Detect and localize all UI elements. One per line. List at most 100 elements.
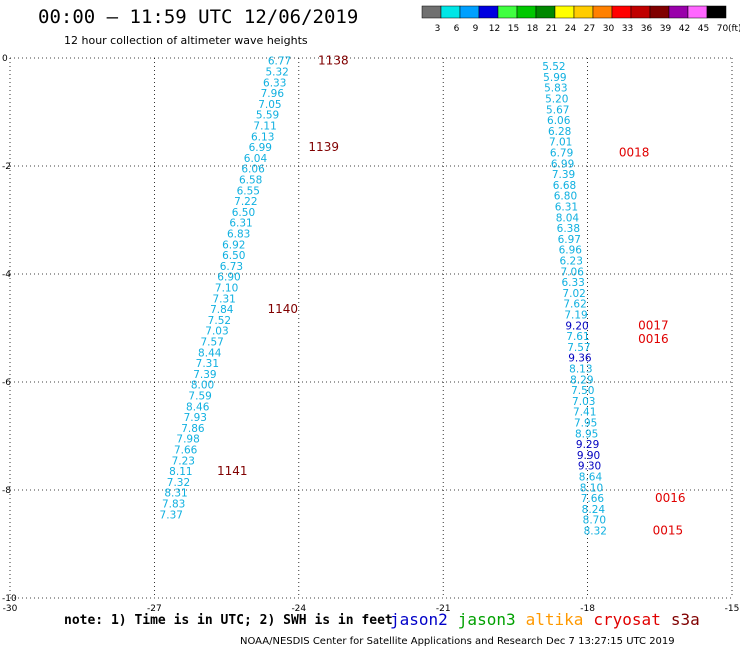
swh-value-label: 7.61: [566, 331, 589, 343]
satellite-legend-entry: cryosat: [593, 610, 661, 629]
legend-swatch: [478, 5, 499, 19]
swh-value-label: 7.06: [561, 266, 585, 278]
swh-value-label: 8.31: [164, 488, 187, 500]
swh-value-label: 9.30: [578, 461, 601, 473]
swh-value-label: 6.04: [244, 153, 268, 165]
time-label: 0015: [653, 524, 684, 538]
swh-value-label: 8.95: [575, 428, 598, 440]
legend-unit: (ft): [728, 24, 740, 34]
swh-value-label: 8.29: [570, 374, 593, 386]
legend-value: 3: [435, 24, 441, 34]
swh-value-label: 9.36: [568, 353, 592, 365]
swh-value-label: 6.28: [548, 126, 571, 138]
swh-value-label: 6.83: [227, 229, 250, 241]
swh-value-label: 7.84: [210, 304, 234, 316]
swh-value-label: 6.06: [241, 164, 265, 176]
legend-value: 21: [546, 24, 557, 34]
swh-value-label: 7.11: [253, 121, 276, 133]
legend-value: 30: [603, 24, 615, 34]
swh-value-label: 7.39: [193, 369, 216, 381]
time-label: 1138: [318, 54, 349, 68]
swh-value-label: 8.10: [580, 482, 603, 494]
y-tick-label: -4: [2, 270, 11, 280]
swh-value-label: 7.93: [184, 412, 207, 424]
swh-value-label: 8.44: [198, 347, 222, 359]
swh-value-label: 7.05: [258, 99, 281, 111]
legend-swatch: [592, 5, 613, 19]
swh-value-label: 6.77: [268, 56, 291, 68]
legend-swatch: [516, 5, 537, 19]
swh-value-label: 8.00: [191, 380, 214, 392]
swh-value-label: 7.66: [581, 493, 605, 505]
swh-value-label: 7.31: [212, 293, 235, 305]
legend-swatch: [611, 5, 632, 19]
swh-value-label: 9.90: [577, 450, 600, 462]
legend-swatch: [573, 5, 594, 19]
swh-value-label: 6.99: [249, 142, 272, 154]
swh-value-label: 7.03: [572, 396, 595, 408]
legend-swatch: [497, 5, 518, 19]
swh-value-label: 6.33: [561, 277, 584, 289]
swh-value-label: 5.99: [543, 72, 566, 84]
y-tick-label: -10: [2, 594, 17, 604]
satellite-legend-entry: jason2: [390, 610, 448, 629]
legend-swatch: [630, 5, 651, 19]
swh-value-label: 7.57: [200, 337, 223, 349]
swh-value-label: 7.57: [567, 342, 590, 354]
swh-value-label: 7.86: [181, 423, 205, 435]
swh-value-label: 7.52: [208, 315, 231, 327]
y-tick-label: -8: [2, 486, 11, 496]
swh-value-label: 7.10: [215, 283, 238, 295]
swh-value-label: 7.41: [573, 407, 596, 419]
chart-title: 00:00 – 11:59 UTC 12/06/2019: [38, 6, 359, 28]
satellite-legend-entry: altika: [525, 610, 584, 629]
swh-value-label: 6.90: [217, 272, 240, 284]
legend-swatch: [554, 5, 575, 19]
time-label: 1140: [268, 302, 299, 316]
swh-value-label: 7.22: [234, 196, 257, 208]
swh-value-label: 6.50: [222, 250, 245, 262]
swh-value-label: 5.52: [542, 61, 565, 73]
swh-value-label: 8.70: [583, 515, 606, 527]
swh-value-label: 7.39: [552, 169, 575, 181]
y-tick-label: -2: [2, 162, 11, 172]
swh-value-label: 6.33: [263, 77, 286, 89]
swh-value-label: 6.68: [553, 180, 576, 192]
legend-value: 12: [489, 24, 500, 34]
swh-value-label: 6.58: [239, 175, 262, 187]
time-label: 0017: [638, 318, 669, 332]
y-tick-label: -6: [2, 378, 11, 388]
time-label: 1141: [217, 464, 248, 478]
swh-value-label: 6.50: [232, 207, 255, 219]
swh-value-label: 7.95: [574, 418, 597, 430]
legend-value: 27: [584, 24, 595, 34]
swh-value-label: 8.64: [579, 472, 603, 484]
swh-value-label: 8.24: [582, 504, 606, 516]
swh-value-label: 7.03: [205, 326, 228, 338]
swh-value-label: 7.01: [549, 137, 572, 149]
swh-value-label: 8.04: [556, 212, 580, 224]
swh-value-label: 6.99: [551, 158, 574, 170]
satellite-legend: jason2 jason3 altika cryosat s3a: [390, 610, 710, 629]
swh-value-label: 7.62: [563, 299, 586, 311]
swh-value-label: 8.13: [569, 364, 592, 376]
swh-value-label: 6.55: [237, 185, 260, 197]
swh-value-label: 7.50: [571, 385, 594, 397]
swh-value-label: 7.96: [261, 88, 285, 100]
legend-value: 9: [473, 24, 479, 34]
swh-value-label: 5.20: [545, 94, 568, 106]
swh-value-label: 6.73: [220, 261, 243, 273]
satellite-legend-entry: s3a: [670, 610, 700, 629]
legend-swatch: [535, 5, 556, 19]
swh-value-label: 7.23: [172, 455, 195, 467]
swh-value-label: 6.80: [554, 191, 577, 203]
legend-swatch: [440, 5, 461, 19]
swh-value-label: 7.59: [188, 391, 211, 403]
legend-swatch: [706, 5, 727, 19]
time-label: 1139: [308, 140, 339, 154]
swh-value-label: 7.19: [564, 310, 587, 322]
satellite-legend-entry: jason3: [457, 610, 516, 629]
time-label: 0016: [655, 491, 686, 505]
legend-value: 33: [622, 24, 633, 34]
